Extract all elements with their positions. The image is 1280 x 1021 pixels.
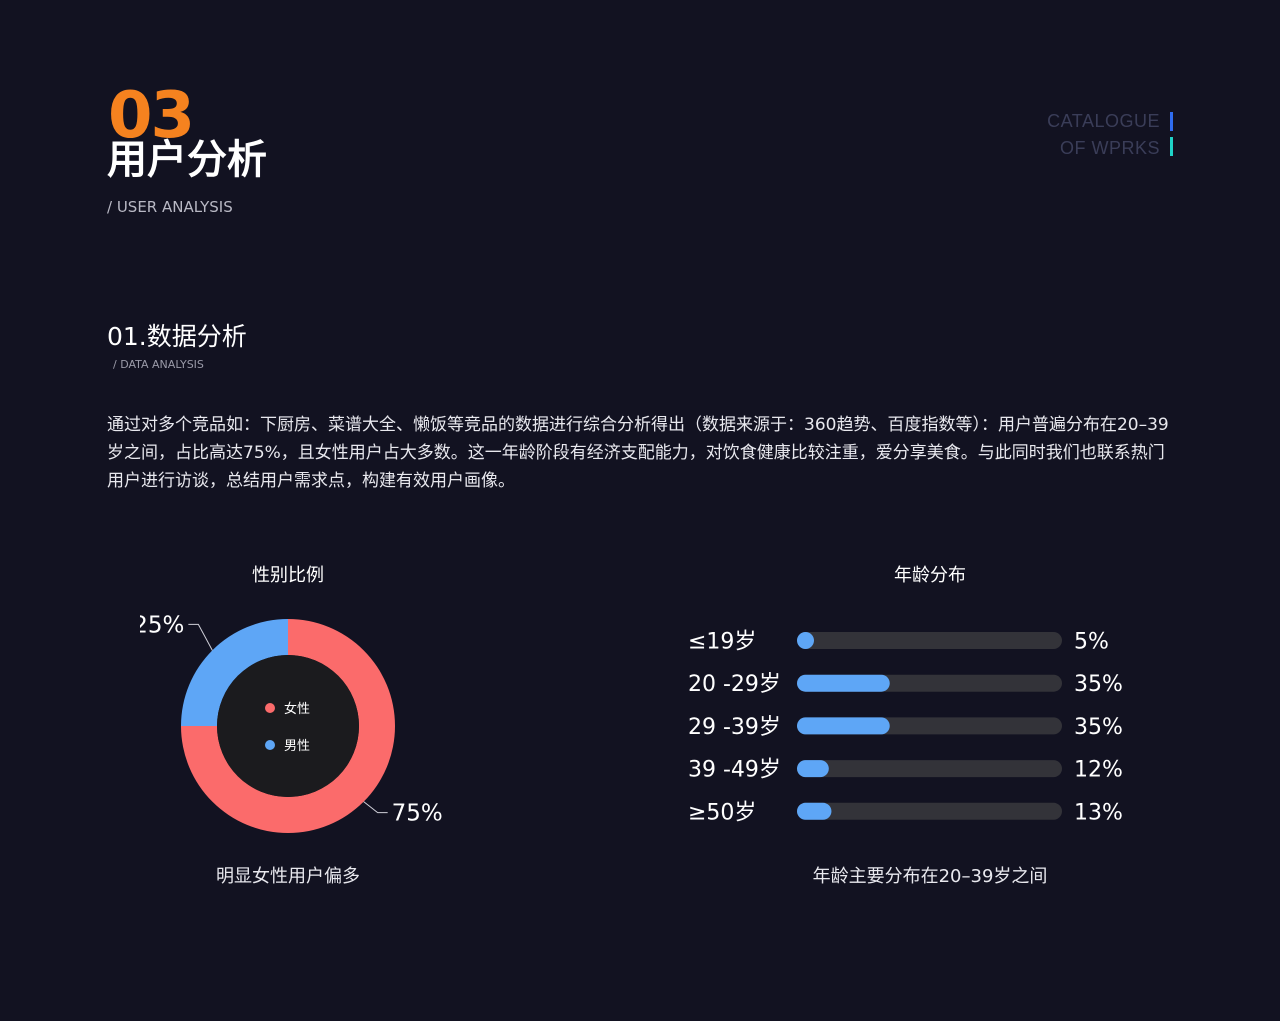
catalogue-line-2: OF WPRKS (1059, 138, 1160, 158)
age-bar (797, 760, 829, 778)
subsection-subtitle: / DATA ANALYSIS (113, 358, 204, 371)
gender-chart-caption: 明显女性用户偏多 (216, 866, 360, 887)
age-bar-track (797, 632, 1062, 649)
age-value-label: 13% (1074, 800, 1123, 825)
age-category-label: ≤19岁 (688, 630, 756, 655)
age-value-label: 35% (1074, 715, 1123, 740)
subsection-title: 01.数据分析 (107, 322, 247, 351)
donut-slice-female (181, 619, 395, 833)
donut-center (217, 655, 359, 797)
legend-dot-male (265, 740, 275, 750)
section-number: 03 (108, 84, 194, 142)
analysis-paragraph: 通过对多个竞品如：下厨房、菜谱大全、懒饭等竞品的数据进行综合分析得出（数据来源于… (107, 415, 1169, 491)
donut-label-male: 25% (140, 612, 184, 638)
donut-leader-line (188, 623, 213, 651)
donut-slice-male (181, 619, 288, 726)
donut-label-female: 75% (392, 801, 443, 827)
legend-dot-female (265, 703, 275, 713)
catalogue-line-1: CATALOGUE (1047, 111, 1160, 131)
age-chart-title: 年龄分布 (894, 565, 966, 586)
age-bar-track (797, 802, 1062, 820)
age-bar (797, 674, 890, 692)
section-subtitle: / USER ANALYSIS (107, 198, 233, 216)
age-category-label: 39 -49岁 (688, 758, 781, 783)
catalogue-accent-bar-teal (1170, 137, 1173, 156)
age-bar (797, 632, 814, 649)
age-chart-caption: 年龄主要分布在20–39岁之间 (812, 866, 1048, 887)
age-bar (797, 802, 832, 820)
age-value-label: 12% (1074, 758, 1123, 783)
age-category-label: 29 -39岁 (688, 715, 781, 740)
gender-chart-title: 性别比例 (252, 565, 324, 586)
age-value-label: 35% (1074, 672, 1123, 697)
catalogue-accent-bar-blue (1170, 112, 1173, 131)
age-bar-track (797, 760, 1062, 778)
legend-label-female: 女性 (284, 701, 310, 717)
section-title: 用户分析 (107, 137, 267, 183)
legend-label-male: 男性 (284, 739, 310, 754)
age-category-label: ≥50岁 (688, 800, 756, 825)
donut-leader-line (363, 801, 388, 814)
age-value-label: 5% (1074, 630, 1109, 655)
age-bar (797, 717, 890, 735)
age-category-label: 20 -29岁 (688, 672, 781, 697)
age-bar-chart: ≤19岁 5% 20 -29岁 35% 29 -39岁 35% 39 -49岁 12% ≥50岁… (688, 630, 1123, 826)
